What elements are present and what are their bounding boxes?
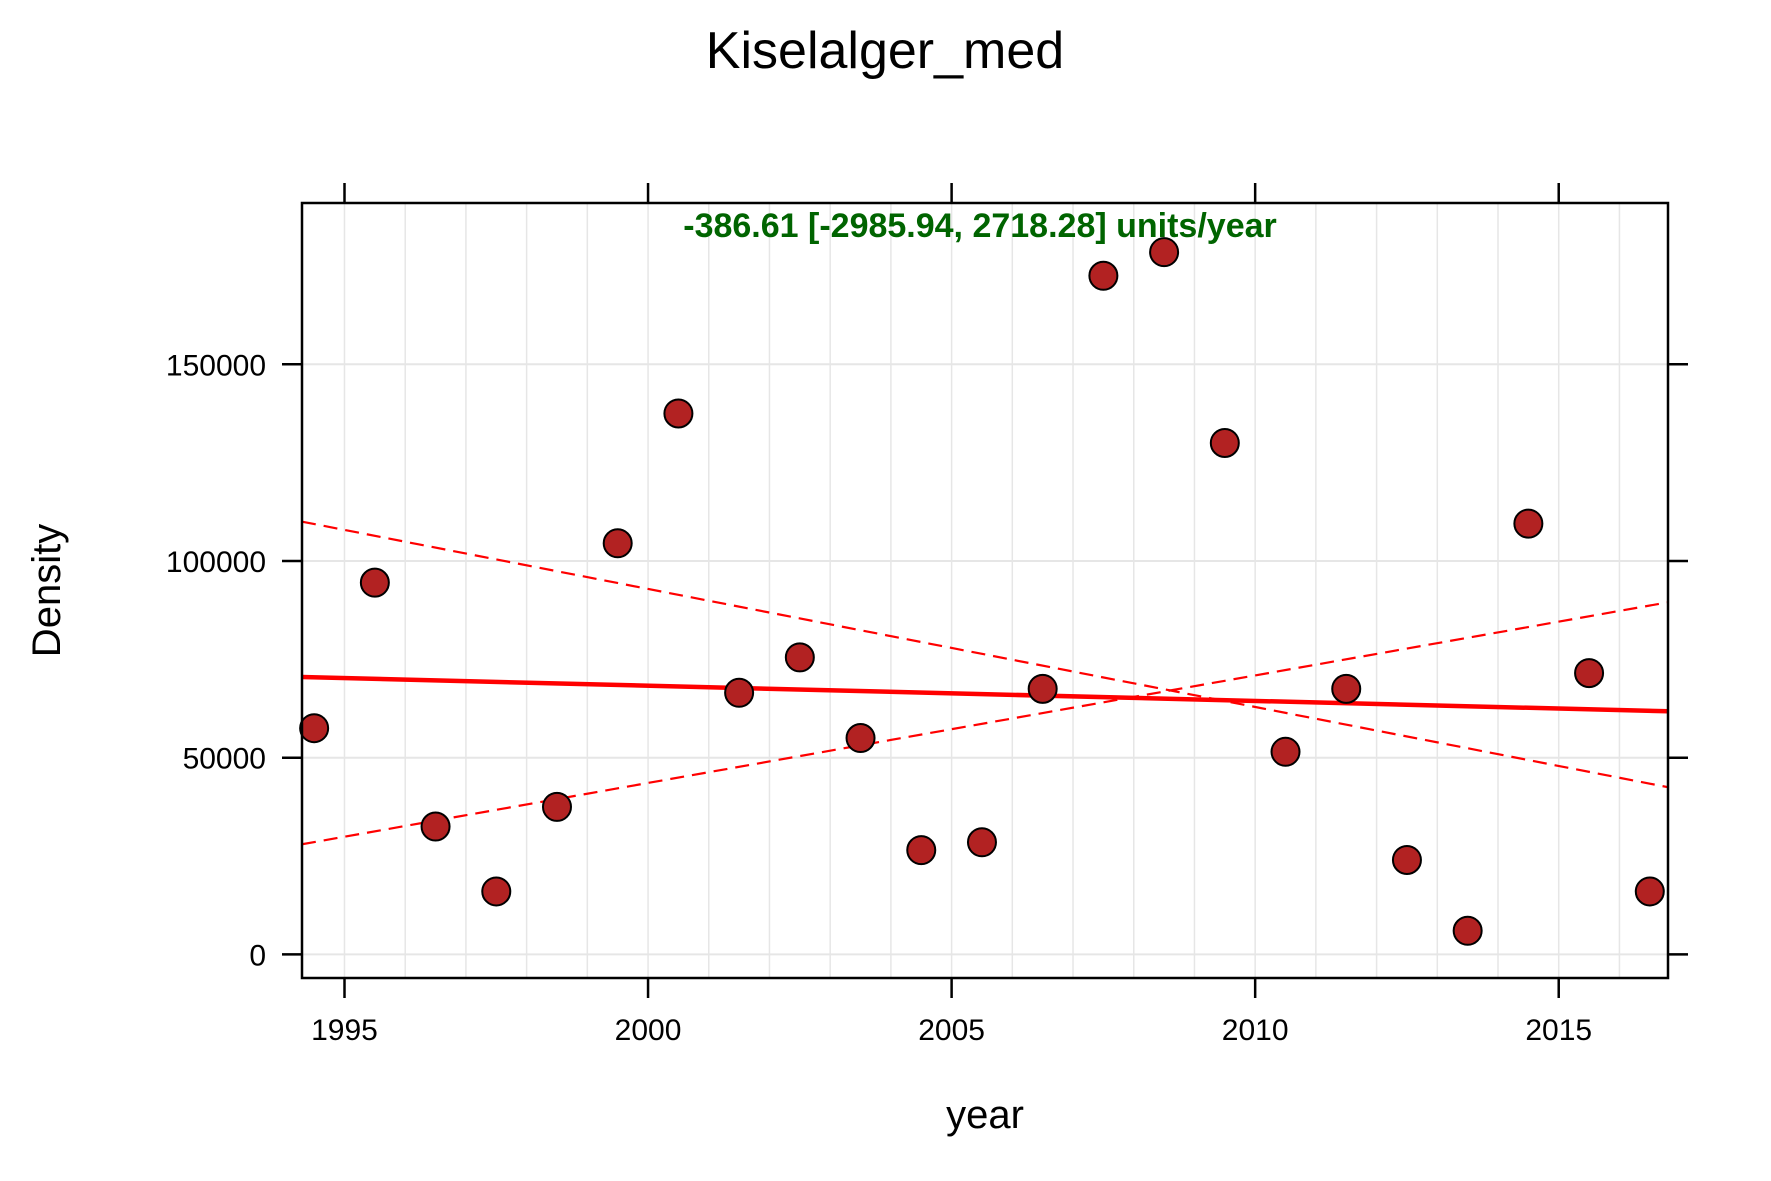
trend-line-layer: [301, 674, 1669, 714]
data-point: [299, 713, 330, 744]
data-point: [541, 791, 572, 822]
data-point: [602, 528, 633, 559]
data-point: [1270, 736, 1301, 767]
data-point: [784, 642, 815, 673]
plot-frame: [300, 201, 1670, 980]
data-point: [663, 398, 694, 429]
data-point: [1209, 427, 1240, 458]
x-axis-label: year: [946, 1093, 1024, 1137]
data-point: [1574, 658, 1605, 689]
trend-line: [301, 674, 1669, 714]
x-tick-label: 1995: [311, 1014, 378, 1047]
x-tick-label: 2005: [918, 1014, 985, 1047]
data-point: [1452, 915, 1483, 946]
data-point: [359, 567, 390, 598]
trend-annotation: -386.61 [-2985.94, 2718.28] units/year: [683, 207, 1277, 245]
chart-title: Kiselalger_med: [706, 22, 1064, 80]
data-point: [1513, 508, 1544, 539]
y-tick-label: 100000: [166, 546, 266, 579]
x-tick-label: 2000: [615, 1014, 682, 1047]
data-point: [845, 723, 876, 754]
confidence-lines: [301, 520, 1669, 846]
data-point: [1088, 260, 1119, 291]
confidence-line: [301, 520, 1669, 789]
data-point: [906, 835, 937, 866]
grid: [302, 203, 1668, 978]
data-point: [420, 811, 451, 842]
y-tick-label: 50000: [183, 743, 266, 776]
data-point: [966, 827, 997, 858]
data-point: [1149, 237, 1180, 268]
data-points: [299, 237, 1665, 946]
y-tick-label: 0: [249, 939, 266, 972]
data-point: [1634, 876, 1665, 907]
y-axis-label: Density: [25, 524, 69, 657]
y-tick-label: 150000: [166, 349, 266, 382]
data-point: [1331, 673, 1362, 704]
data-point: [1391, 844, 1422, 875]
x-tick-label: 2010: [1222, 1014, 1289, 1047]
data-point: [481, 876, 512, 907]
x-tick-label: 2015: [1525, 1014, 1592, 1047]
data-point: [724, 677, 755, 708]
confidence-line: [301, 601, 1669, 846]
axis-ticks: 1995 2000 2005 2010 2015 0 50000 100000 150000: [166, 183, 1688, 1047]
data-point: [1027, 673, 1058, 704]
